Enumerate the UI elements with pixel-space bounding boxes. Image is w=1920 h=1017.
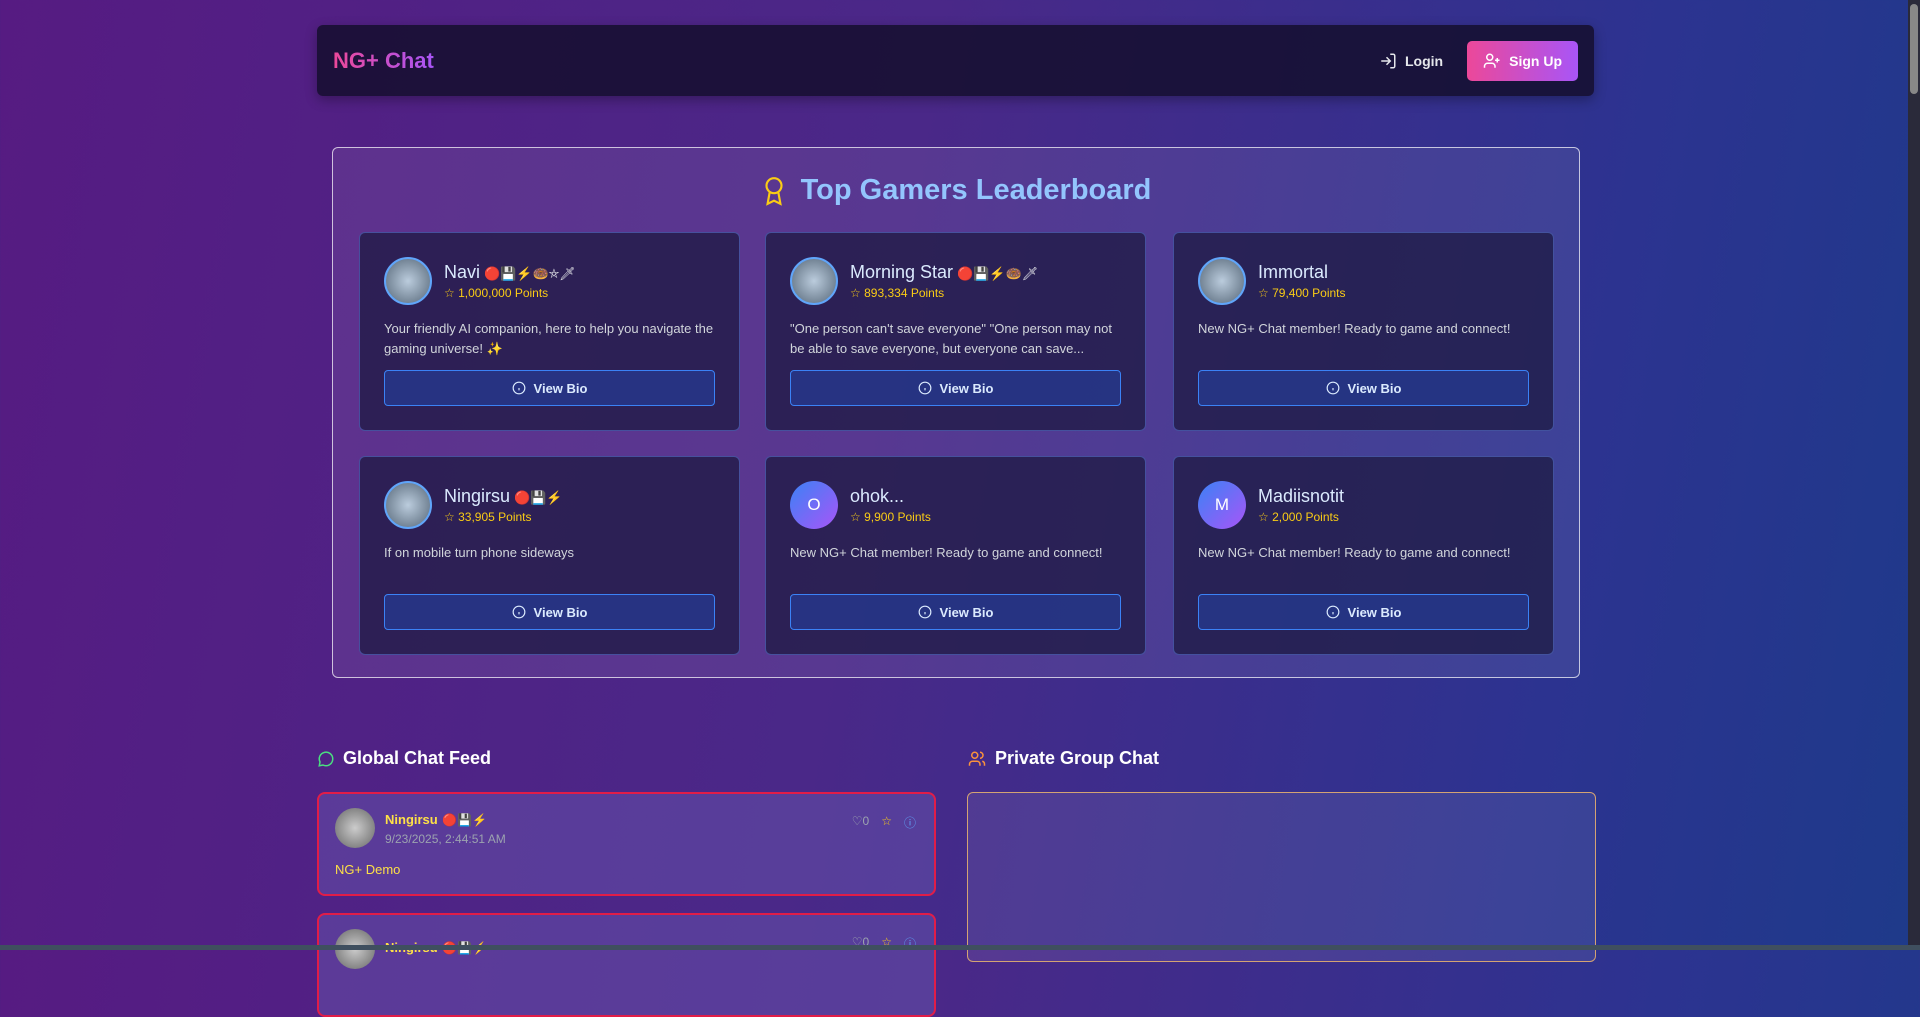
user-bio: If on mobile turn phone sideways (384, 545, 575, 560)
award-icon (765, 176, 783, 206)
user-name[interactable]: ohok... (850, 486, 905, 506)
user-badges: 🔴💾⚡🍩🗡 (957, 266, 1039, 281)
scrollbar-thumb[interactable] (1910, 4, 1918, 94)
avatar[interactable] (384, 481, 432, 529)
star-icon[interactable]: ☆ (881, 935, 892, 949)
post-time: 9/23/2025, 2:44:51 AM (385, 831, 506, 846)
signup-label: Sign Up (1509, 52, 1562, 69)
star-icon: ☆ (444, 510, 455, 524)
user-badges: 🔴💾⚡ (442, 812, 488, 827)
leaderboard-title: Top Gamers Leaderboard (333, 174, 1579, 207)
scrollbar[interactable] (1908, 0, 1920, 950)
user-points: 893,334 Points (864, 286, 945, 300)
star-icon: ☆ (444, 286, 455, 300)
signup-button[interactable]: Sign Up (1467, 40, 1578, 81)
global-feed-title: Global Chat Feed (317, 748, 491, 769)
avatar[interactable]: M (1198, 481, 1246, 529)
leaderboard-card: Ningirsu 🔴💾⚡ ☆ 33,905 Points If on mobile… (359, 456, 740, 655)
avatar[interactable] (335, 808, 375, 848)
leaderboard-card: Navi 🔴💾⚡🍩⛤🗡 ☆ 1,000,000 Points Your frien… (359, 232, 740, 431)
star-icon: ☆ (1258, 286, 1269, 300)
view-bio-button[interactable]: View Bio (384, 594, 715, 630)
login-button[interactable]: Login (1379, 52, 1443, 70)
info-icon (1326, 381, 1339, 395)
info-icon[interactable]: ⓘ (903, 816, 916, 830)
chat-bubble-icon (318, 750, 334, 767)
leaderboard-card: Morning Star 🔴💾⚡🍩🗡 ☆ 893,334 Points "One … (765, 232, 1146, 431)
view-bio-button[interactable]: View Bio (384, 370, 715, 406)
avatar[interactable] (790, 257, 838, 305)
user-bio: "One person can't save everyone" "One pe… (790, 321, 1113, 356)
chat-post: Ningirsu 🔴💾⚡ 9/23/2025, 2:44:51 AM ♡0 ☆ ⓘ N… (317, 792, 936, 896)
star-icon: ☆ (850, 286, 861, 300)
star-icon: ☆ (1258, 510, 1269, 524)
leaderboard-card: Immortal ☆ 79,400 Points New NG+ Chat me… (1173, 232, 1554, 431)
info-icon (918, 605, 931, 619)
post-message: NG+ Demo (335, 862, 401, 877)
user-name[interactable]: Morning Star (850, 262, 954, 282)
chat-post: Ningirsu 🔴💾⚡ ♡0☆ⓘ (317, 913, 936, 1017)
info-icon (512, 381, 525, 395)
login-icon (1381, 53, 1396, 68)
user-name[interactable]: Immortal (1258, 262, 1329, 282)
info-icon (918, 381, 931, 395)
private-chat-panel (967, 792, 1596, 962)
like-button[interactable]: ♡0 (851, 935, 870, 949)
users-icon (968, 751, 986, 766)
like-button[interactable]: ♡0 (851, 814, 870, 828)
avatar[interactable] (1198, 257, 1246, 305)
star-icon: ☆ (850, 510, 861, 524)
user-bio: Your friendly AI companion, here to help… (384, 321, 714, 356)
user-name[interactable]: Navi (444, 262, 481, 282)
user-bio: New NG+ Chat member! Ready to game and c… (1198, 545, 1511, 560)
top-nav: NG+ Chat Login Sign Up (317, 25, 1594, 96)
user-points: 2,000 Points (1272, 510, 1339, 524)
user-name[interactable]: Madiisnotit (1258, 486, 1345, 506)
user-points: 1,000,000 Points (458, 286, 549, 300)
user-points: 9,900 Points (864, 510, 931, 524)
avatar[interactable] (384, 257, 432, 305)
avatar[interactable]: O (790, 481, 838, 529)
user-plus-icon (1483, 53, 1500, 68)
info-icon (512, 605, 525, 619)
info-icon (1326, 605, 1339, 619)
star-icon[interactable]: ☆ (881, 814, 892, 828)
private-chat-title: Private Group Chat (967, 748, 1159, 769)
view-bio-button[interactable]: View Bio (1198, 594, 1529, 630)
logo[interactable]: NG+ Chat (333, 47, 434, 73)
user-points: 33,905 Points (458, 510, 532, 524)
user-bio: New NG+ Chat member! Ready to game and c… (1198, 321, 1511, 336)
leaderboard-card: M Madiisnotit ☆ 2,000 Points New NG+ Cha… (1173, 456, 1554, 655)
user-badges: 🔴💾⚡ (514, 490, 563, 505)
user-name[interactable]: Ningirsu (444, 486, 511, 506)
leaderboard-card: O ohok... ☆ 9,900 Points New NG+ Chat me… (765, 456, 1146, 655)
view-bio-button[interactable]: View Bio (790, 594, 1121, 630)
user-badges: 🔴💾⚡🍩⛤🗡 (484, 266, 576, 281)
view-bio-button[interactable]: View Bio (790, 370, 1121, 406)
leaderboard: Top Gamers Leaderboard Navi 🔴💾⚡🍩⛤🗡 ☆ 1,00… (332, 147, 1580, 678)
post-user[interactable]: Ningirsu (385, 811, 438, 827)
login-label: Login (1405, 52, 1444, 69)
user-bio: New NG+ Chat member! Ready to game and c… (790, 545, 1103, 560)
user-points: 79,400 Points (1272, 286, 1346, 300)
bottom-bar (0, 945, 1920, 950)
view-bio-button[interactable]: View Bio (1198, 370, 1529, 406)
